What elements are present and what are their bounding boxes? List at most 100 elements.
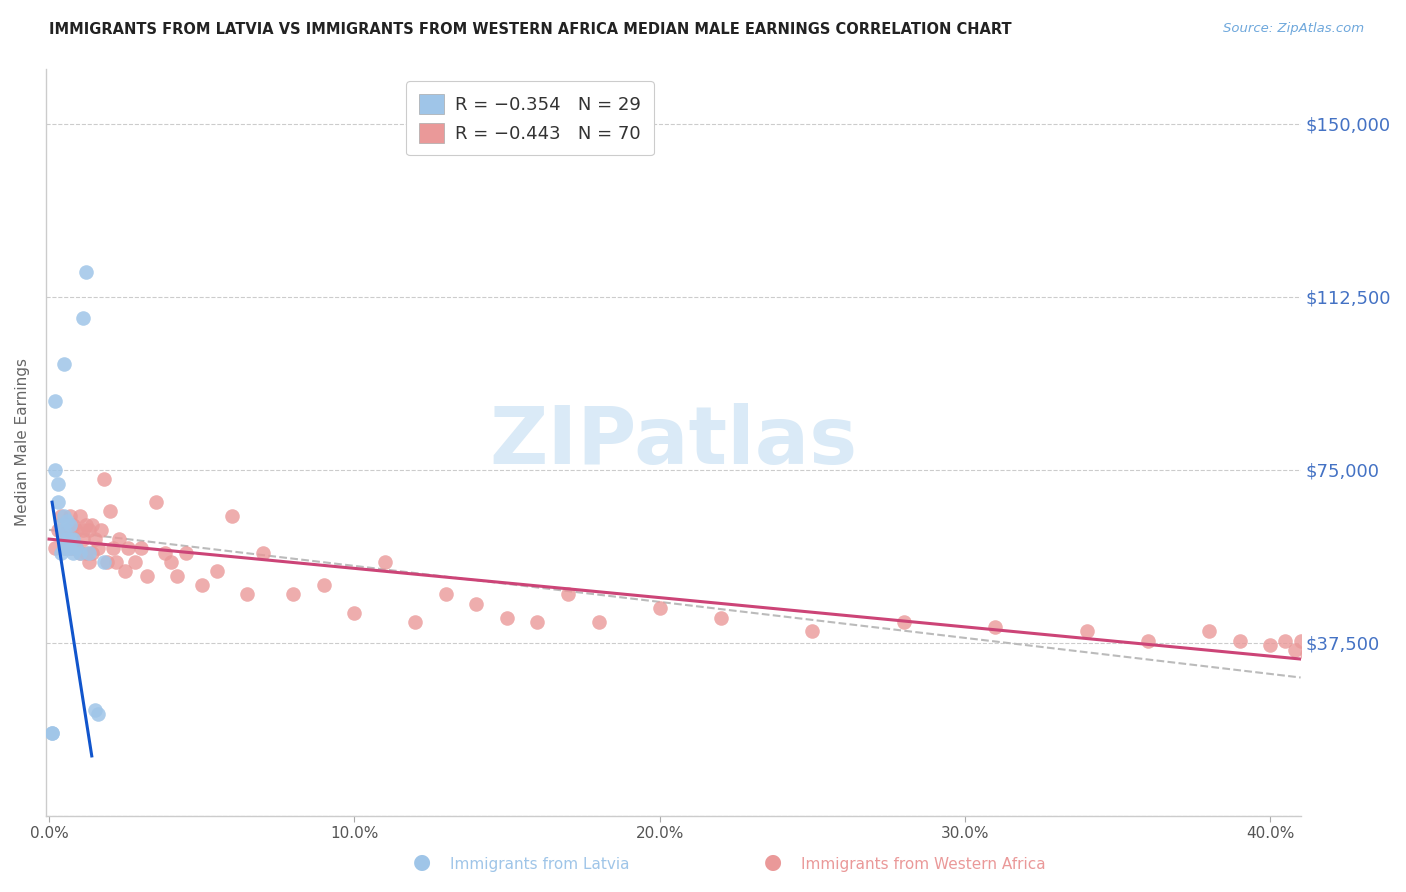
Point: [1289, 633, 1312, 648]
Point: [65, 523, 87, 537]
Point: [374, 555, 396, 569]
Point: [59, 532, 82, 546]
Point: [77, 546, 100, 560]
Point: [710, 610, 733, 624]
Point: [190, 578, 212, 592]
Point: [69, 546, 91, 560]
Point: [108, 532, 131, 546]
Point: [93, 555, 115, 569]
Point: [53, 532, 76, 546]
Point: [283, 587, 305, 601]
Point: [404, 615, 426, 629]
Point: [62, 518, 84, 533]
Point: [1229, 633, 1251, 648]
Point: [101, 541, 124, 556]
Point: [53, 357, 76, 371]
Point: [343, 606, 366, 620]
Y-axis label: Median Male Earnings: Median Male Earnings: [15, 359, 30, 526]
Point: [59, 541, 82, 556]
Point: [51, 509, 73, 524]
Point: [72, 532, 94, 546]
Point: [65, 541, 87, 556]
Point: [77, 523, 100, 537]
Point: [53, 509, 76, 524]
Point: [56, 514, 79, 528]
Text: Source: ZipAtlas.com: Source: ZipAtlas.com: [1223, 22, 1364, 36]
Point: [80, 518, 103, 533]
Point: [465, 597, 488, 611]
Point: [221, 509, 243, 524]
Point: [75, 518, 97, 533]
Point: [557, 587, 579, 601]
Point: [41, 726, 63, 740]
Point: [69, 509, 91, 524]
Point: [252, 546, 274, 560]
Point: [44, 393, 66, 408]
Point: [124, 555, 146, 569]
Point: [312, 578, 335, 592]
Point: [59, 518, 82, 533]
Point: [56, 541, 79, 556]
Point: [96, 555, 118, 569]
Point: [1274, 633, 1296, 648]
Point: [153, 546, 176, 560]
Point: [87, 707, 110, 722]
Point: [648, 601, 671, 615]
Point: [145, 495, 167, 509]
Point: [1137, 633, 1160, 648]
Point: [53, 523, 76, 537]
Point: [236, 587, 259, 601]
Point: [160, 555, 183, 569]
Point: [93, 472, 115, 486]
Point: [62, 541, 84, 556]
Point: [75, 546, 97, 560]
Point: [80, 546, 103, 560]
Text: IMMIGRANTS FROM LATVIA VS IMMIGRANTS FROM WESTERN AFRICA MEDIAN MALE EARNINGS CO: IMMIGRANTS FROM LATVIA VS IMMIGRANTS FRO…: [49, 22, 1012, 37]
Point: [135, 569, 157, 583]
Point: [46, 523, 69, 537]
Point: [75, 264, 97, 278]
Point: [72, 523, 94, 537]
Point: [176, 546, 198, 560]
Point: [51, 546, 73, 560]
Point: [53, 541, 76, 556]
Point: [105, 555, 128, 569]
Point: [117, 541, 139, 556]
Text: ●: ●: [413, 853, 430, 872]
Point: [56, 532, 79, 546]
Text: ●: ●: [765, 853, 782, 872]
Text: Immigrants from Western Africa: Immigrants from Western Africa: [801, 857, 1046, 872]
Point: [893, 615, 915, 629]
Point: [1284, 642, 1306, 657]
Point: [56, 523, 79, 537]
Point: [51, 518, 73, 533]
Point: [166, 569, 188, 583]
Point: [1258, 638, 1281, 652]
Point: [1295, 648, 1317, 662]
Point: [62, 532, 84, 546]
Point: [114, 565, 136, 579]
Point: [44, 541, 66, 556]
Point: [526, 615, 548, 629]
Text: ZIPatlas: ZIPatlas: [489, 403, 858, 481]
Point: [44, 463, 66, 477]
Point: [205, 565, 228, 579]
Point: [129, 541, 152, 556]
Point: [62, 546, 84, 560]
Point: [83, 703, 105, 717]
Point: [984, 620, 1007, 634]
Point: [1198, 624, 1220, 639]
Point: [1076, 624, 1098, 639]
Point: [98, 504, 121, 518]
Point: [72, 310, 94, 325]
Point: [83, 532, 105, 546]
Point: [90, 523, 112, 537]
Point: [77, 555, 100, 569]
Point: [46, 476, 69, 491]
Point: [434, 587, 457, 601]
Point: [59, 541, 82, 556]
Point: [59, 509, 82, 524]
Legend: R = −0.354   N = 29, R = −0.443   N = 70: R = −0.354 N = 29, R = −0.443 N = 70: [406, 81, 654, 155]
Point: [69, 546, 91, 560]
Point: [801, 624, 824, 639]
